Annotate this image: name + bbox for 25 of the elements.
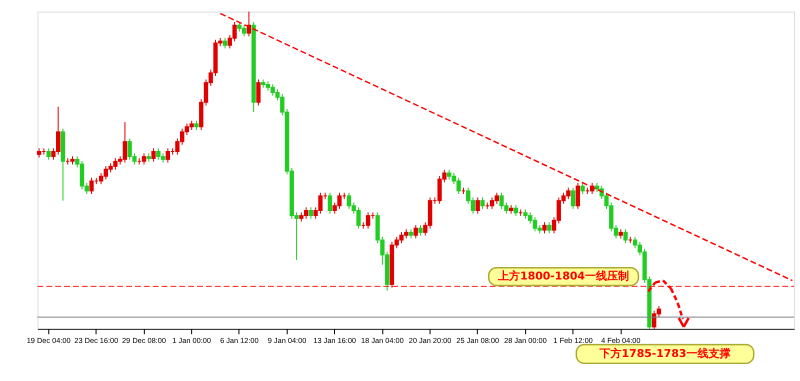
- candlestick: [222, 37, 228, 49]
- candlestick: [151, 148, 156, 162]
- candlestick: [36, 148, 42, 158]
- candlestick: [580, 182, 585, 194]
- candlestick: [414, 224, 418, 239]
- candlestick: [542, 222, 547, 234]
- candlestick: [480, 196, 485, 210]
- annotation: 上方1800-1804一线压制: [497, 270, 629, 283]
- candlestick: [366, 212, 370, 230]
- candlestick: [576, 182, 580, 210]
- candlestick: [308, 206, 314, 220]
- candlestick: [476, 196, 480, 214]
- candlestick: [623, 228, 628, 244]
- candlestick: [547, 222, 552, 234]
- candlestick: [142, 152, 146, 165]
- text: 下方1785-1783一线支撑: [598, 346, 730, 360]
- candlestick: [256, 78, 261, 106]
- candlestick: [514, 204, 518, 216]
- candlestick: [328, 192, 332, 214]
- candlestick: [418, 224, 423, 236]
- candlestick: [89, 177, 94, 194]
- candlestick: [618, 228, 623, 239]
- candlestick: [570, 187, 576, 210]
- candlestick: [46, 148, 51, 160]
- candlestick: [246, 11, 252, 37]
